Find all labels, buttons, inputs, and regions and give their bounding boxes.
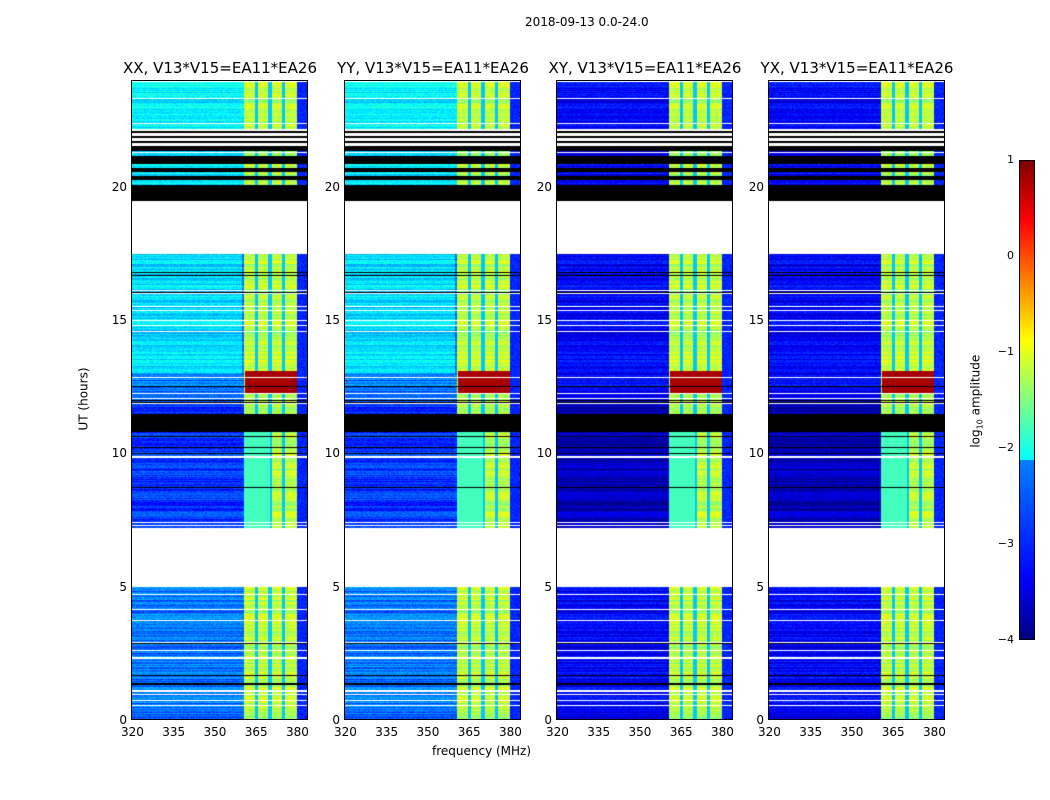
y-tick-label: 10	[536, 446, 552, 461]
heatmap-cells	[132, 81, 307, 719]
y-axis-label: UT (hours)	[76, 367, 91, 431]
x-tick-label: 380	[286, 725, 309, 739]
x-tick-label: 365	[881, 725, 905, 739]
heatmap-panel	[556, 80, 733, 720]
x-tick-label: 380	[711, 725, 734, 739]
x-tick-label: 335	[162, 725, 186, 739]
colorbar-tick-label: 1	[1007, 153, 1014, 166]
colorbar-tick-label: −2	[997, 441, 1014, 454]
colorbar-tick-label: 0	[1007, 249, 1014, 262]
colorbar	[1019, 160, 1035, 640]
x-tick-label: 365	[457, 725, 481, 739]
x-tick-label: 365	[244, 725, 268, 739]
y-tick-label: 10	[748, 446, 764, 461]
panel-title: XX, V13*V15=EA11*EA26	[122, 59, 317, 77]
colorbar-tick-label: −1	[997, 345, 1014, 358]
y-tick-label: 5	[119, 579, 127, 594]
y-tick-label: 0	[332, 713, 340, 727]
panel-title: YY, V13*V15=EA11*EA26	[337, 59, 529, 77]
x-tick-label: 350	[840, 725, 864, 739]
colorbar-label: log10 amplitude	[968, 354, 985, 448]
y-tick-label: 10	[324, 446, 340, 461]
x-tick-label: 320	[546, 725, 569, 739]
y-tick-label: 0	[119, 713, 127, 727]
y-tick-label: 20	[748, 179, 764, 194]
figure-title: 2018-09-13 0.0-24.0	[525, 15, 649, 29]
y-tick-label: 5	[756, 579, 764, 594]
y-tick-label: 20	[324, 179, 340, 194]
y-tick-label: 5	[332, 579, 340, 594]
heatmap-panel	[768, 80, 945, 720]
colorbar-tick-label: −3	[997, 537, 1014, 550]
y-tick-label: 20	[111, 179, 127, 194]
x-tick-label: 335	[375, 725, 399, 739]
heatmap-panel	[344, 80, 521, 720]
x-tick-label: 320	[758, 725, 781, 739]
heatmap-cells	[769, 81, 944, 719]
y-tick-label: 0	[544, 713, 552, 727]
y-tick-label: 15	[111, 313, 127, 327]
x-tick-label: 320	[121, 725, 144, 739]
y-tick-label: 15	[536, 313, 552, 327]
panel-title: XY, V13*V15=EA11*EA26	[548, 59, 742, 77]
y-tick-label: 0	[756, 713, 764, 727]
colorbar-tick-label: −4	[997, 633, 1014, 646]
y-tick-label: 20	[536, 179, 552, 194]
x-tick-label: 365	[669, 725, 693, 739]
heatmap-panel	[131, 80, 308, 720]
x-tick-label: 335	[587, 725, 611, 739]
x-tick-label: 380	[923, 725, 946, 739]
heatmap-cells	[557, 81, 732, 719]
y-tick-label: 5	[544, 579, 552, 594]
y-tick-label: 15	[748, 313, 764, 327]
y-tick-label: 15	[324, 313, 340, 327]
y-tick-label: 10	[111, 446, 127, 461]
x-tick-label: 350	[203, 725, 227, 739]
x-axis-label: frequency (MHz)	[432, 744, 532, 758]
x-tick-label: 335	[799, 725, 823, 739]
x-tick-label: 350	[628, 725, 652, 739]
x-tick-label: 320	[334, 725, 357, 739]
panel-title: YX, V13*V15=EA11*EA26	[760, 59, 954, 77]
x-tick-label: 380	[499, 725, 522, 739]
x-tick-label: 350	[416, 725, 440, 739]
heatmap-cells	[345, 81, 520, 719]
